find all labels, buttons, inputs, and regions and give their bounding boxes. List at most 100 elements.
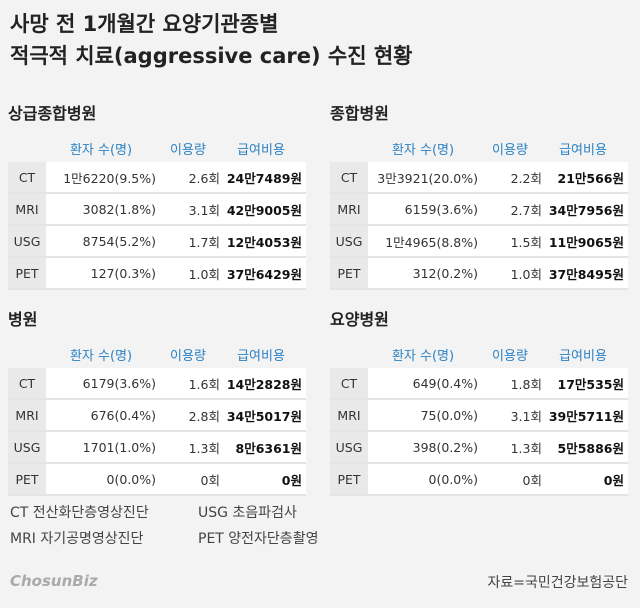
title: 적극적 치료(aggressive care) 수진 현황 [10,44,413,68]
table-row: PET 0(0.0%) 0회 0원 [8,464,306,496]
note: PET 양전자단층촬영 [198,531,319,547]
table-cell: 39만5711원 [548,408,624,424]
header-row: 환자 수(명) 이용량 급여비용 [330,134,628,162]
table-row: MRI 75(0.0%) 3.1회 39만5711원 [330,400,628,432]
table-cell: 0원 [603,472,624,488]
table-cell: 1.0회 [510,266,542,282]
table-cell: 5만5886원 [557,440,625,456]
header-cell: 급여비용 [237,142,285,158]
table-cell: 34만7956원 [548,202,624,218]
table-cell: 3만3921(20.0%) [377,170,478,186]
table-cell: 2.7회 [510,202,542,218]
table-cell: CT [330,162,368,192]
table-row: PET 127(0.3%) 1.0회 37만6429원 [8,258,306,290]
table-title: 요양병원 [330,310,389,329]
table-cell: 2.2회 [510,170,542,186]
header-cell: 급여비용 [559,348,607,364]
table-cell: 14만2828원 [226,376,302,392]
table-cell: CT [8,368,46,398]
header-cell: 환자 수(명) [69,348,133,364]
table-cell: 24만7489원 [226,170,302,186]
table-cell: 34만5017원 [226,408,302,424]
table-cell: 1만4965(8.8%) [385,234,478,250]
table-cell: PET [330,258,368,288]
table-cell: MRI [330,194,368,224]
note: CT 전산화단층영상진단 [10,505,149,521]
header-row: 환자 수(명) 이용량 급여비용 [8,340,306,368]
table-title: 병원 [8,310,38,329]
table-cell: USG [330,226,368,256]
table-cell: 11만9065원 [548,234,624,250]
table-row: MRI 6159(3.6%) 2.7회 34만7956원 [330,194,628,226]
table-cell: USG [330,432,368,462]
table-row: CT 3만3921(20.0%) 2.2회 21만566원 [330,162,628,194]
table-row: PET 0(0.0%) 0회 0원 [330,464,628,496]
header-cell [8,134,46,162]
header-cell: 이용량 [492,142,528,158]
table-row: MRI 3082(1.8%) 3.1회 42만9005원 [8,194,306,226]
table-cell: 3.1회 [510,408,542,424]
header-cell: 이용량 [492,348,528,364]
header-cell: 환자 수(명) [391,348,455,364]
table-cell: CT [330,368,368,398]
table-cell: 2.8회 [188,408,220,424]
table-cell: 3.1회 [188,202,220,218]
header-cell: 환자 수(명) [391,142,455,158]
table-cell: 0회 [200,472,220,488]
header-row: 환자 수(명) 이용량 급여비용 [8,134,306,162]
table-cell: 312(0.2%) [412,265,478,281]
table-cell: 6159(3.6%) [404,201,478,217]
table-cell: MRI [8,400,46,430]
header-cell [330,340,368,368]
table-cell: 1만6220(9.5%) [63,170,156,186]
table-cell: 1.6회 [188,376,220,392]
table-cell: 1.3회 [188,440,220,456]
table-cell: 1.3회 [510,440,542,456]
table-cell: MRI [330,400,368,430]
table-cell: 1.8회 [510,376,542,392]
table-cell: 42만9005원 [226,202,302,218]
table-cell: 8754(5.2%) [82,233,156,249]
table-cell: 1701(1.0%) [82,439,156,455]
table-cell: 0(0.0%) [106,471,156,487]
table-row: MRI 676(0.4%) 2.8회 34만5017원 [8,400,306,432]
table-cell: 1.5회 [510,234,542,250]
note: MRI 자기공명영상진단 [10,531,144,547]
table-cell: USG [8,226,46,256]
table-cell: PET [8,258,46,288]
table-cell: 0원 [281,472,302,488]
header-cell: 이용량 [170,348,206,364]
table-row: USG 8754(5.2%) 1.7회 12만4053원 [8,226,306,258]
source: 자료=국민건강보험공단 [487,575,628,591]
table-row: CT 649(0.4%) 1.8회 17만535원 [330,368,628,400]
table-row: USG 1만4965(8.8%) 1.5회 11만9065원 [330,226,628,258]
header-cell [330,134,368,162]
table: 병원 환자 수(명) 이용량 급여비용 CT 6179(3.6%) 1.6회 14만2828원… [8,306,306,496]
table-cell: 1.0회 [188,266,220,282]
table-row: USG 1701(1.0%) 1.3회 8만6361원 [8,432,306,464]
table-cell: CT [8,162,46,192]
table-title: 상급종합병원 [8,104,97,123]
table-title: 종합병원 [330,104,389,123]
logo: ChosunBiz [10,572,98,590]
table-cell: 0회 [522,472,542,488]
table-cell: MRI [8,194,46,224]
table-cell: USG [8,432,46,462]
table-cell: 37만6429원 [226,266,302,282]
header-cell [8,340,46,368]
header-cell: 이용량 [170,142,206,158]
table-cell: 127(0.3%) [90,265,156,281]
table-row: USG 398(0.2%) 1.3회 5만5886원 [330,432,628,464]
table-row: PET 312(0.2%) 1.0회 37만8495원 [330,258,628,290]
table-cell: PET [8,464,46,494]
header-cell: 환자 수(명) [69,142,133,158]
table-cell: 3082(1.8%) [82,201,156,217]
header-row: 환자 수(명) 이용량 급여비용 [330,340,628,368]
table: 요양병원 환자 수(명) 이용량 급여비용 CT 649(0.4%) 1.8회 17만535원… [330,306,628,496]
table-cell: 8만6361원 [235,440,303,456]
table-cell: 12만4053원 [226,234,302,250]
table: 종합병원 환자 수(명) 이용량 급여비용 CT 3만3921(20.0%) 2.2회 21만… [330,100,628,290]
table-row: CT 1만6220(9.5%) 2.6회 24만7489원 [8,162,306,194]
table-cell: 649(0.4%) [412,375,478,391]
